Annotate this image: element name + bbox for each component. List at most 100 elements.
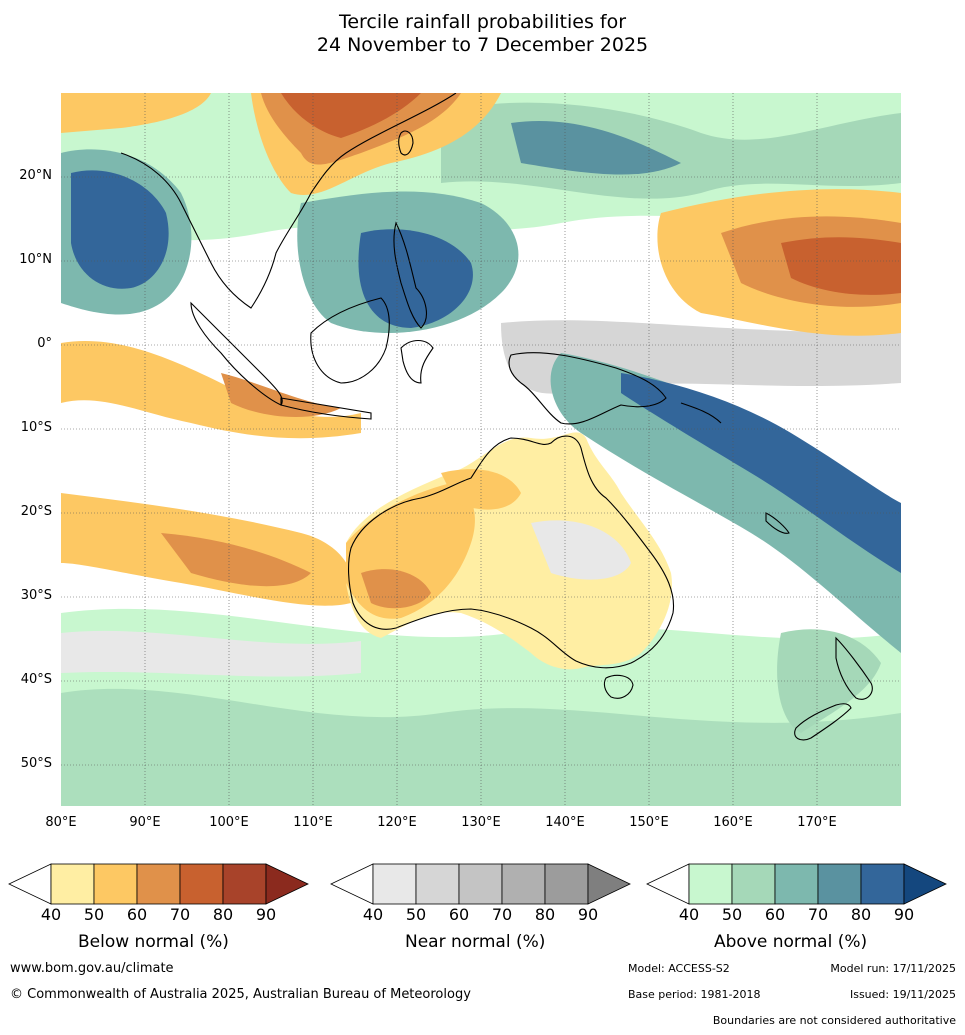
colorbar-above-segment [860, 863, 905, 905]
website-link[interactable]: www.bom.gov.au/climate [10, 961, 174, 976]
new-zealand-south-coastline [794, 703, 852, 741]
colorbar-near-segment [458, 863, 503, 905]
solomon-islands-coastline [680, 402, 722, 424]
colorbar-below-segment [50, 863, 95, 905]
southern-near-band [61, 630, 361, 677]
colorbar-above-segment [731, 863, 776, 905]
colorbar-above-segment [903, 863, 947, 905]
spcz-above-strong [621, 373, 901, 573]
colorbar-below-segment [179, 863, 224, 905]
colorbar-above-segment [646, 863, 690, 905]
lon-label-160e: 160°E [713, 815, 753, 830]
legend-near-normal: 40 50 60 70 80 90 Near normal (%) [330, 862, 632, 952]
legend-near-tick: 50 [405, 905, 427, 924]
colorbar-near-segment [330, 863, 374, 905]
spcz-above [550, 353, 901, 653]
southwest-australia-below [361, 569, 431, 609]
lon-label-90e: 90°E [129, 815, 161, 830]
lat-label-40s: 40°S [20, 672, 52, 687]
legend-above-tick: 90 [893, 905, 915, 924]
colorbar-near-segment [544, 863, 589, 905]
lat-label-10s: 10°S [20, 420, 52, 435]
mainland-asia-coastline [120, 93, 457, 309]
java-coastline [280, 397, 372, 420]
legend-near-tick: 60 [448, 905, 470, 924]
legend-below-tick: 80 [212, 905, 234, 924]
legend-below-tick: 90 [255, 905, 277, 924]
legend-above-tick: 40 [678, 905, 700, 924]
colorbar-below-segment [93, 863, 138, 905]
colorbar-near-segment [587, 863, 631, 905]
lat-label-50s: 50°S [20, 756, 52, 771]
colorbar-below-segment [222, 863, 267, 905]
map-gridlines [61, 93, 901, 806]
legend-below-tick: 50 [83, 905, 105, 924]
legend-near-title: Near normal (%) [405, 932, 546, 952]
lat-label-20s: 20°S [20, 504, 52, 519]
colorbar-above-segment [774, 863, 819, 905]
model-run-text: Model run: 17/11/2025 [830, 962, 956, 975]
legend-above-tick: 50 [721, 905, 743, 924]
australia-coastline [348, 435, 675, 669]
lon-label-150e: 150°E [629, 815, 669, 830]
legend-above-normal: 40 50 60 70 80 90 Above normal (%) [646, 862, 948, 952]
colorbar-near-segment [372, 863, 417, 905]
taiwan-coastline [398, 130, 414, 156]
philippines-coastline [393, 221, 427, 329]
colorbar-below-segment [265, 863, 309, 905]
new-caledonia-coastline [765, 512, 790, 534]
lon-label-100e: 100°E [209, 815, 249, 830]
colorbar-near-normal [330, 863, 631, 905]
philippines-above-strong [358, 229, 473, 328]
colorbar-below-segment [8, 863, 52, 905]
colorbar-above-normal [646, 863, 947, 905]
central-australia-near [531, 520, 631, 580]
legend-near-tick: 80 [534, 905, 556, 924]
southern-indian-below-2 [161, 533, 311, 587]
lon-label-110e: 110°E [293, 815, 333, 830]
sulawesi-coastline [400, 339, 434, 384]
rainfall-probability-map [61, 93, 901, 806]
legend-near-tick: 40 [362, 905, 384, 924]
copyright-text: © Commonwealth of Australia 2025, Austra… [10, 987, 471, 1002]
legend-below-tick: 60 [126, 905, 148, 924]
legend-above-title: Above normal (%) [714, 932, 868, 952]
colorbar-near-segment [501, 863, 546, 905]
legend-near-tick: 90 [577, 905, 599, 924]
lon-label-80e: 80°E [45, 815, 77, 830]
lon-label-120e: 120°E [377, 815, 417, 830]
base-period-text: Base period: 1981-2018 [628, 988, 761, 1001]
new-guinea-coastline [508, 352, 667, 425]
legend-below-normal: 40 50 60 70 80 90 Below normal (%) [8, 862, 310, 952]
coastlines [120, 93, 873, 741]
bay-of-bengal-above-strong [71, 170, 169, 289]
legend-below-tick: 40 [40, 905, 62, 924]
central-pacific-below-3 [781, 237, 901, 295]
disclaimer-text: Boundaries are not considered authoritat… [712, 1014, 956, 1027]
lat-label-20n: 20°N [19, 168, 52, 183]
legend-above-tick: 80 [850, 905, 872, 924]
colorbar-above-segment [817, 863, 862, 905]
lon-label-140e: 140°E [545, 815, 585, 830]
china-below-region-3 [281, 93, 421, 138]
map-svg [61, 93, 901, 806]
himalaya-below-region [61, 93, 211, 133]
lat-label-0: 0° [37, 336, 52, 351]
lat-label-10n: 10°N [19, 252, 52, 267]
legend-near-tick: 70 [491, 905, 513, 924]
issued-text: Issued: 19/11/2025 [849, 988, 956, 1001]
colorbar-near-segment [415, 863, 460, 905]
legend-below-tick: 70 [169, 905, 191, 924]
model-text: Model: ACCESS-S2 [628, 962, 730, 975]
chart-title-line-2: 24 November to 7 December 2025 [316, 34, 649, 56]
legend-below-title: Below normal (%) [78, 932, 229, 952]
colorbar-above-segment [688, 863, 733, 905]
lon-label-170e: 170°E [797, 815, 837, 830]
borneo-coastline [310, 297, 390, 384]
chart-title-line-1: Tercile rainfall probabilities for [338, 11, 627, 33]
lon-label-130e: 130°E [461, 815, 501, 830]
north-pacific-above-strong [511, 121, 681, 175]
colorbar-below-segment [136, 863, 181, 905]
legend-above-tick: 70 [807, 905, 829, 924]
colorbar-below-normal [8, 863, 309, 905]
